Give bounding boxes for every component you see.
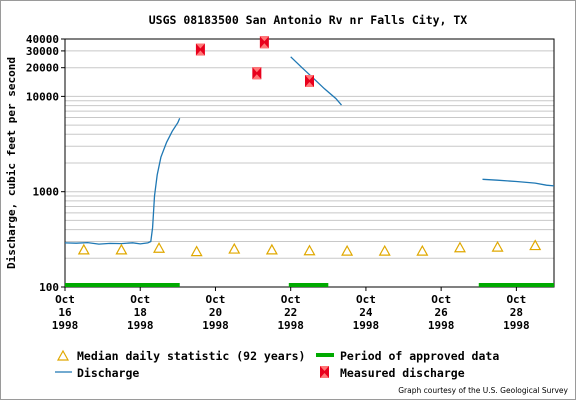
x-tick-label: Oct 20 1998 [202, 293, 229, 332]
discharge-line-segment [482, 178, 555, 187]
median-point [190, 245, 203, 257]
median-point [265, 243, 278, 255]
chart-title: USGS 08183500 San Antonio Rv nr Falls Ci… [149, 13, 468, 27]
measured-point [252, 67, 262, 80]
median-point [228, 242, 241, 254]
x-tick-labels: Oct 16 1998 Oct 18 1998 Oct 20 1998 Oct 22 1998 Oct 2… [52, 287, 530, 332]
y-tick-label: 40000 [26, 33, 59, 46]
legend-measured-marker-icon [320, 366, 329, 378]
y-tick-label: 1000 [33, 186, 60, 199]
discharge-line-segment [290, 56, 342, 106]
median-point [416, 244, 429, 256]
median-point [115, 243, 128, 255]
median-point [77, 243, 90, 255]
y-axis-label: Discharge, cubic feet per second [5, 57, 18, 269]
approved-data-bars [65, 283, 554, 287]
x-tick-label: Oct 18 1998 [127, 293, 154, 332]
x-tick-label: Oct 16 1998 [52, 293, 79, 332]
legend-discharge-label: Discharge [77, 366, 139, 380]
x-tick-label: Oct 22 1998 [277, 293, 304, 332]
measured-point [305, 75, 314, 88]
median-point [378, 244, 391, 256]
approved-period-bar [288, 283, 329, 287]
grid-lines [65, 50, 554, 259]
measured-point [259, 36, 269, 49]
median-point [529, 239, 542, 251]
median-markers [77, 239, 542, 257]
median-point [453, 241, 466, 253]
median-point [153, 242, 166, 253]
measured-point [195, 43, 205, 56]
y-tick-label: 100 [39, 281, 59, 294]
x-tick-label: Oct 28 1998 [503, 293, 530, 332]
credit-text: Graph courtesy of the U.S. Geological Su… [398, 386, 568, 395]
y-tick-label: 30000 [26, 45, 59, 58]
median-point [303, 244, 316, 256]
discharge-lines [64, 56, 555, 245]
x-tick-label: Oct 24 1998 [353, 293, 380, 332]
y-tick-label: 20000 [26, 62, 59, 75]
median-point [341, 244, 354, 256]
discharge-line-segment [64, 117, 181, 245]
legend-approved-label: Period of approved data [340, 349, 499, 363]
legend: Median daily statistic (92 years) Period… [55, 349, 499, 380]
measured-markers [195, 36, 314, 88]
legend-median-triangle-icon [56, 349, 70, 361]
legend-measured-label: Measured discharge [340, 366, 465, 380]
y-tick-label: 10000 [26, 90, 59, 103]
approved-period-bar [478, 283, 554, 287]
median-point [491, 240, 504, 252]
legend-median-label: Median daily statistic (92 years) [77, 349, 305, 363]
approved-period-bar [65, 283, 180, 287]
x-tick-label: Oct 26 1998 [428, 293, 455, 332]
